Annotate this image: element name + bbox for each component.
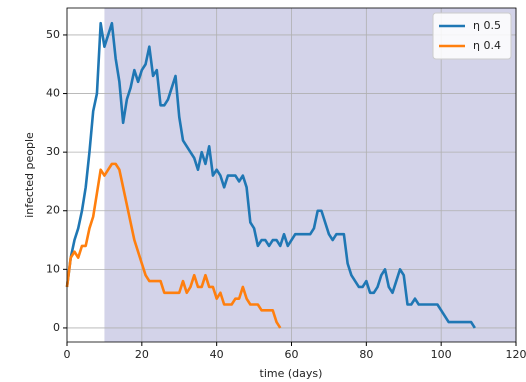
legend-box bbox=[432, 12, 512, 60]
legend-label: η 0.4 bbox=[473, 39, 501, 52]
data-line bbox=[65, 21, 476, 329]
y-tick-label: 0 bbox=[53, 321, 60, 334]
y-tick-label: 20 bbox=[46, 204, 60, 217]
y-tick-label: 10 bbox=[46, 262, 60, 275]
x-tick-label: 0 bbox=[64, 348, 71, 361]
x-tick-label: 40 bbox=[210, 348, 224, 361]
x-tick-label: 60 bbox=[285, 348, 299, 361]
x-axis-label: time (days) bbox=[260, 367, 323, 380]
y-tick-label: 30 bbox=[46, 145, 60, 158]
y-tick-label: 50 bbox=[46, 28, 60, 41]
x-tick-label: 100 bbox=[431, 348, 452, 361]
shaded-region bbox=[104, 8, 517, 342]
x-tick-label: 80 bbox=[359, 348, 373, 361]
x-tick-label: 20 bbox=[135, 348, 149, 361]
y-axis-label: infected people bbox=[23, 132, 36, 218]
y-tick-label: 40 bbox=[46, 87, 60, 100]
x-tick-label: 120 bbox=[506, 348, 526, 361]
plot-frame bbox=[66, 7, 517, 343]
legend-label: η 0.5 bbox=[473, 19, 501, 32]
data-line bbox=[65, 162, 282, 329]
